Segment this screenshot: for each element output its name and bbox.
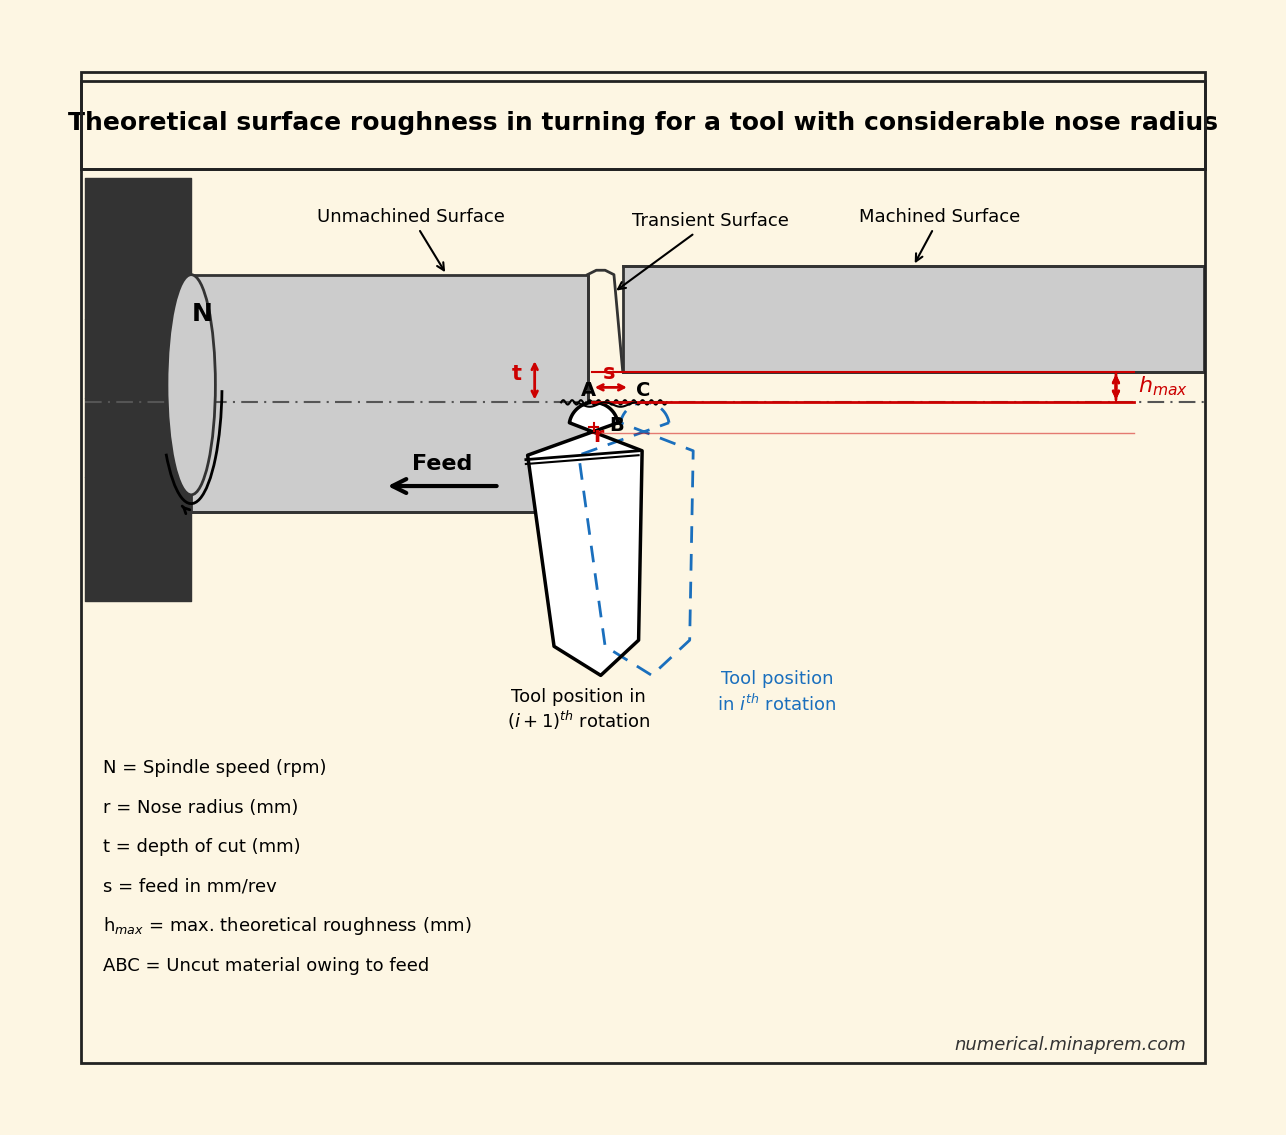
Text: s: s bbox=[603, 362, 616, 382]
Text: in $i^{th}$ rotation: in $i^{th}$ rotation bbox=[718, 693, 836, 715]
Text: $h_{max}$: $h_{max}$ bbox=[1138, 375, 1188, 398]
Text: Tool position: Tool position bbox=[720, 670, 833, 688]
Text: r = Nose radius (mm): r = Nose radius (mm) bbox=[103, 799, 298, 816]
Text: s = feed in mm/rev: s = feed in mm/rev bbox=[103, 877, 276, 896]
Text: Unmachined Surface: Unmachined Surface bbox=[318, 208, 505, 270]
FancyBboxPatch shape bbox=[81, 81, 1205, 169]
Text: Transient Surface: Transient Surface bbox=[619, 212, 790, 289]
Bar bbox=[192, 275, 588, 513]
Text: A: A bbox=[580, 381, 595, 401]
Text: Theoretical surface roughness in turning for a tool with considerable nose radiu: Theoretical surface roughness in turning… bbox=[68, 111, 1218, 135]
Ellipse shape bbox=[167, 275, 215, 495]
Text: t = depth of cut (mm): t = depth of cut (mm) bbox=[103, 838, 301, 856]
Text: Machined Surface: Machined Surface bbox=[859, 208, 1020, 261]
Text: numerical.minaprem.com: numerical.minaprem.com bbox=[954, 1036, 1187, 1054]
Polygon shape bbox=[527, 403, 642, 675]
Text: C: C bbox=[637, 381, 651, 401]
Text: N = Spindle speed (rpm): N = Spindle speed (rpm) bbox=[103, 759, 327, 776]
Text: N: N bbox=[192, 302, 212, 326]
Text: B: B bbox=[610, 417, 624, 436]
Text: Feed: Feed bbox=[412, 454, 472, 474]
Bar bbox=[622, 266, 1204, 371]
Text: ABC = Uncut material owing to feed: ABC = Uncut material owing to feed bbox=[103, 957, 430, 975]
Polygon shape bbox=[579, 403, 693, 675]
Text: t: t bbox=[512, 364, 522, 385]
Text: r: r bbox=[593, 426, 603, 446]
Text: Tool position in: Tool position in bbox=[512, 688, 646, 706]
Text: $(i+1)^{th}$ rotation: $(i+1)^{th}$ rotation bbox=[507, 709, 651, 732]
Text: h$_{max}$ = max. theoretical roughness (mm): h$_{max}$ = max. theoretical roughness (… bbox=[103, 916, 472, 938]
